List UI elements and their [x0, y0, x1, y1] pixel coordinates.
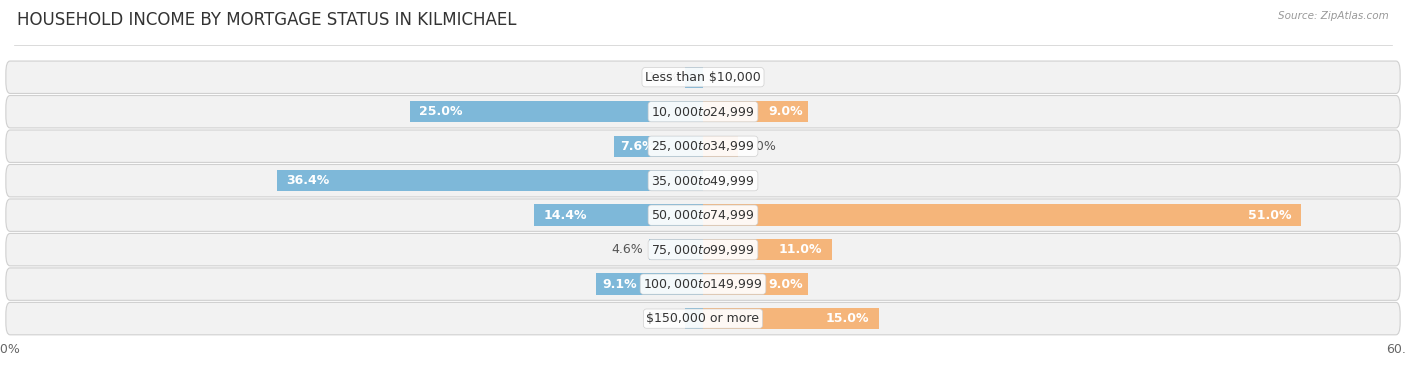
Text: $35,000 to $49,999: $35,000 to $49,999 [651, 174, 755, 188]
Text: $25,000 to $34,999: $25,000 to $34,999 [651, 139, 755, 153]
Text: $75,000 to $99,999: $75,000 to $99,999 [651, 243, 755, 257]
FancyBboxPatch shape [6, 302, 1400, 335]
Bar [650, 239, 703, 261]
Text: $50,000 to $74,999: $50,000 to $74,999 [651, 208, 755, 222]
Text: 15.0%: 15.0% [825, 312, 869, 325]
Text: $10,000 to $24,999: $10,000 to $24,999 [651, 105, 755, 119]
Text: 1.5%: 1.5% [648, 312, 679, 325]
Text: 1.5%: 1.5% [648, 71, 679, 84]
Bar [277, 170, 703, 192]
FancyBboxPatch shape [6, 199, 1400, 231]
Bar [411, 101, 703, 123]
Text: 7.6%: 7.6% [620, 140, 654, 153]
FancyBboxPatch shape [6, 95, 1400, 128]
Bar [703, 273, 808, 295]
Bar [596, 273, 703, 295]
Bar [703, 239, 832, 261]
Text: Source: ZipAtlas.com: Source: ZipAtlas.com [1278, 11, 1389, 21]
Text: HOUSEHOLD INCOME BY MORTGAGE STATUS IN KILMICHAEL: HOUSEHOLD INCOME BY MORTGAGE STATUS IN K… [17, 11, 516, 29]
FancyBboxPatch shape [6, 164, 1400, 197]
Bar [703, 135, 738, 157]
Text: 9.0%: 9.0% [768, 105, 803, 118]
Bar [703, 308, 879, 329]
FancyBboxPatch shape [6, 130, 1400, 162]
Text: 25.0%: 25.0% [419, 105, 463, 118]
Text: 14.4%: 14.4% [544, 208, 588, 222]
FancyBboxPatch shape [6, 233, 1400, 266]
Text: 51.0%: 51.0% [1247, 208, 1291, 222]
Text: Less than $10,000: Less than $10,000 [645, 71, 761, 84]
Bar [703, 204, 1301, 226]
Bar [614, 135, 703, 157]
FancyBboxPatch shape [6, 268, 1400, 300]
Text: $100,000 to $149,999: $100,000 to $149,999 [644, 277, 762, 291]
Text: 11.0%: 11.0% [779, 243, 823, 256]
Text: 3.0%: 3.0% [744, 140, 776, 153]
Text: 4.6%: 4.6% [612, 243, 644, 256]
Text: 9.1%: 9.1% [602, 277, 637, 291]
Bar [703, 101, 808, 123]
Text: 9.0%: 9.0% [768, 277, 803, 291]
Bar [686, 308, 703, 329]
FancyBboxPatch shape [6, 61, 1400, 93]
Bar [534, 204, 703, 226]
Text: 36.4%: 36.4% [285, 174, 329, 187]
Text: $150,000 or more: $150,000 or more [647, 312, 759, 325]
Bar [686, 67, 703, 88]
